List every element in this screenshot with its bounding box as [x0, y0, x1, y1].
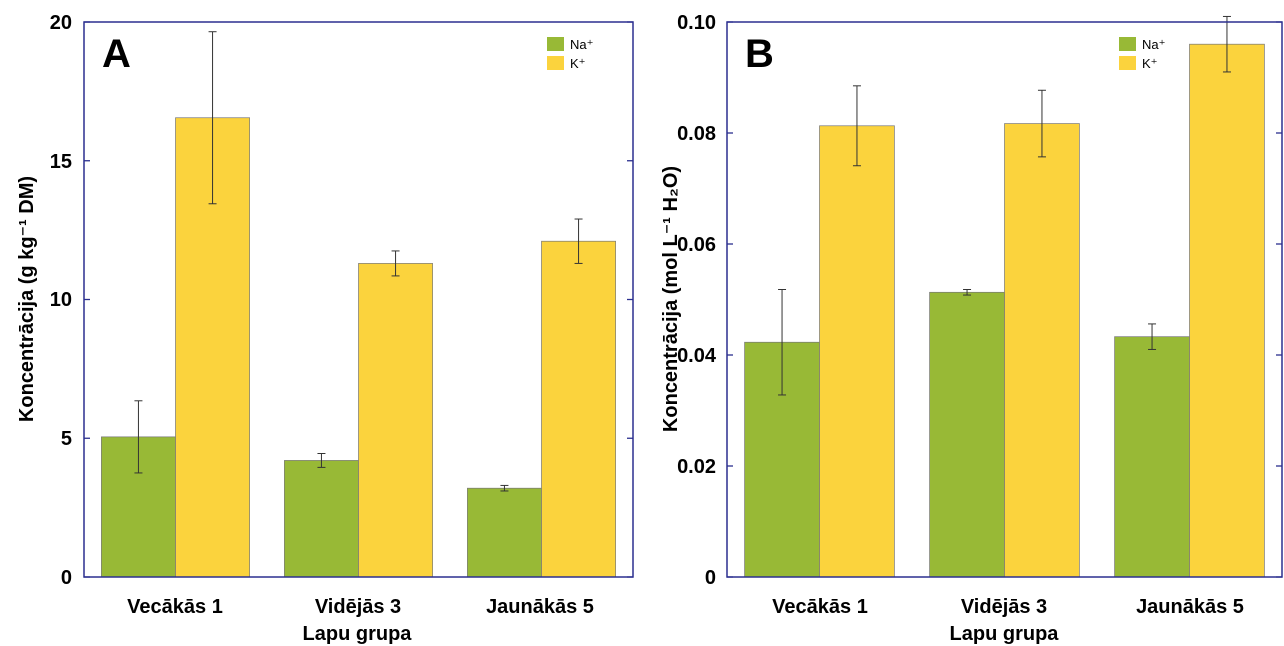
panel-b-legend-label-k: K⁺: [1142, 56, 1158, 71]
panel-b-ytick-label: 0.10: [677, 12, 716, 34]
panel-a-ytick-label: 15: [50, 151, 72, 173]
panel-a-category-label: Vecākās 1: [127, 596, 223, 618]
panel-b-ytick-label: 0.06: [677, 234, 716, 256]
panel-b-legend-swatch-na: [1119, 37, 1136, 51]
panel-a-marks: [84, 21, 633, 578]
panel-b-legend: Na⁺ K⁺: [1119, 37, 1165, 71]
panel-a-legend: Na⁺ K⁺: [547, 37, 593, 71]
panel-a-frame: [83, 21, 634, 578]
panel-a-letter: A: [102, 32, 131, 76]
panel-b-category-label: Vidējās 3: [961, 596, 1047, 618]
panel-b-bar-k: [819, 125, 895, 578]
panel-a-x-axis-title: Lapu grupa: [303, 623, 413, 645]
panel-a-ytick-label: 5: [61, 428, 72, 450]
panel-a-legend-label-na: Na⁺: [570, 37, 593, 52]
panel-b-bar-na: [929, 291, 1005, 578]
panel-a-ytick-label: 0: [61, 567, 72, 589]
panel-a-bar-na: [284, 460, 359, 578]
panel-b-frame: [726, 21, 1283, 578]
panel-b-x-axis-title: Lapu grupa: [950, 623, 1060, 645]
panel-a-category-label: Vidējās 3: [315, 596, 401, 618]
panel-b-y-axis-title: Koncentrācija (mol L⁻¹ H₂O): [660, 166, 682, 432]
panel-a-bar-k: [541, 240, 616, 578]
panel-a-bar-na: [467, 487, 542, 578]
panel-a-ytick-label: 20: [50, 12, 72, 34]
panel-b-category-label: Vecākās 1: [772, 596, 868, 618]
panel-a-legend-swatch-na: [547, 37, 564, 51]
panel-b-marks: [727, 15, 1282, 578]
panel-a-bar-k: [358, 263, 433, 578]
panel-b-legend-label-na: Na⁺: [1142, 37, 1165, 52]
panel-b-category-label: Jaunākās 5: [1136, 596, 1244, 618]
panel-a-legend-swatch-k: [547, 56, 564, 70]
panel-b-bar-k: [1189, 43, 1265, 578]
panel-b: B Na⁺ K⁺ 0 0.02 0.04 0.06 0.08 0.10 Vecā…: [660, 12, 1283, 645]
panel-b-bar-na: [1114, 336, 1190, 578]
panel-b-bar-k: [1004, 123, 1080, 578]
panel-b-legend-swatch-k: [1119, 56, 1136, 70]
panel-a: A Na⁺ K⁺ 0 5 10 15 20 Vecākās 1 Vidējās …: [16, 12, 634, 645]
panel-b-ytick-label: 0.04: [677, 345, 717, 367]
panel-a-ytick-label: 10: [50, 289, 72, 311]
panel-b-ytick-label: 0.08: [677, 123, 716, 145]
panel-b-ytick-label: 0: [705, 567, 716, 589]
panel-a-y-axis-title: Koncentrācija (g kg⁻¹ DM): [16, 176, 38, 422]
panel-b-letter: B: [745, 32, 774, 76]
panel-b-ytick-label: 0.02: [677, 456, 716, 478]
panel-a-category-label: Jaunākās 5: [486, 596, 594, 618]
panel-a-legend-label-k: K⁺: [570, 56, 586, 71]
